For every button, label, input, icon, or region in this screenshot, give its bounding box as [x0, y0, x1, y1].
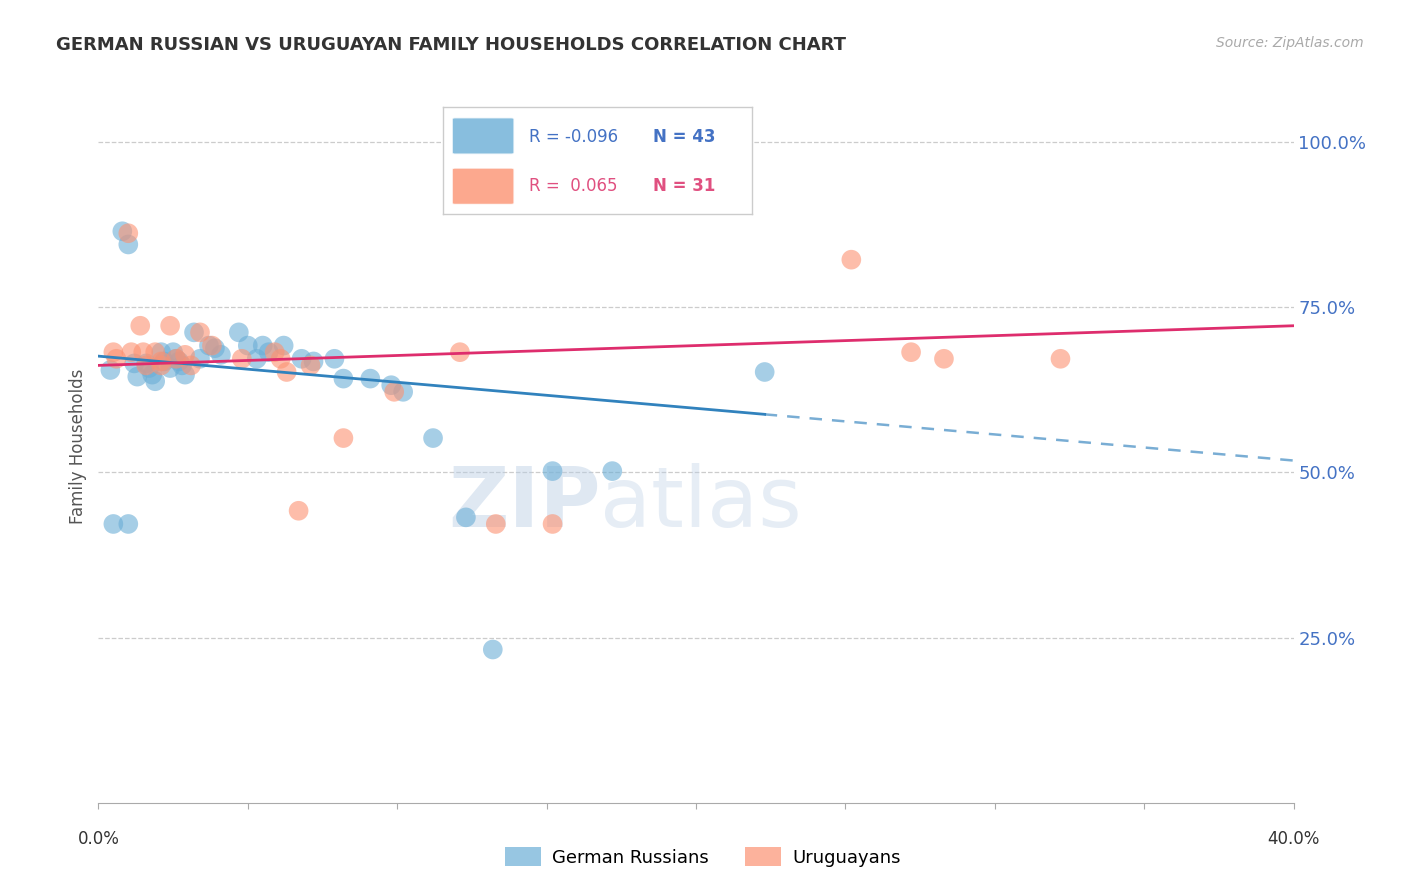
Point [135, 359, 157, 373]
Point [246, 351, 269, 366]
Point [117, 237, 139, 252]
Point [180, 359, 202, 373]
Point [276, 365, 298, 379]
Point [291, 351, 314, 366]
Text: atlas: atlas [600, 463, 801, 543]
Point [117, 516, 139, 531]
Point [188, 351, 211, 366]
Point [231, 351, 253, 366]
Point [481, 642, 505, 657]
Point [124, 356, 146, 370]
Point [198, 338, 221, 352]
Point [299, 359, 322, 373]
Point [323, 351, 346, 366]
Point [159, 361, 181, 376]
Text: 0.0%: 0.0% [77, 830, 120, 847]
Point [273, 338, 295, 352]
Point [143, 345, 166, 359]
Point [422, 431, 444, 445]
Point [257, 345, 280, 359]
Point [153, 354, 176, 368]
Point [252, 338, 274, 352]
Text: R =  0.065: R = 0.065 [530, 178, 619, 195]
Text: N = 43: N = 43 [654, 128, 716, 146]
Point [172, 359, 194, 373]
Point [143, 374, 166, 388]
Point [380, 378, 402, 392]
Point [932, 351, 955, 366]
Text: R = -0.096: R = -0.096 [530, 128, 619, 146]
Point [188, 326, 211, 340]
Point [449, 345, 471, 359]
Point [382, 384, 405, 399]
Point [263, 345, 285, 359]
Point [105, 351, 128, 366]
Point [120, 345, 142, 359]
Y-axis label: Family Households: Family Households [69, 368, 87, 524]
Point [100, 363, 122, 377]
Point [162, 345, 184, 359]
Point [332, 371, 354, 385]
Point [270, 351, 292, 366]
Point [183, 326, 205, 340]
Point [117, 226, 139, 240]
Point [103, 516, 125, 531]
Point [359, 371, 381, 385]
Point [103, 345, 125, 359]
Point [167, 354, 190, 368]
Point [204, 341, 226, 355]
Point [900, 345, 922, 359]
Point [1049, 351, 1071, 366]
Text: 40.0%: 40.0% [1267, 830, 1320, 847]
Point [150, 359, 173, 373]
Point [150, 345, 173, 359]
Point [541, 464, 564, 478]
Point [228, 326, 250, 340]
Point [165, 351, 187, 366]
Point [165, 351, 187, 366]
Point [541, 516, 564, 531]
Point [174, 368, 197, 382]
Point [332, 431, 354, 445]
FancyBboxPatch shape [453, 118, 515, 154]
Point [135, 356, 157, 370]
Text: Source: ZipAtlas.com: Source: ZipAtlas.com [1216, 36, 1364, 50]
Point [236, 338, 259, 352]
Point [150, 354, 173, 368]
Point [132, 345, 155, 359]
Point [159, 318, 181, 333]
FancyBboxPatch shape [453, 168, 515, 204]
Point [841, 252, 863, 267]
Point [138, 361, 160, 376]
Legend: German Russians, Uruguayans: German Russians, Uruguayans [498, 840, 908, 874]
Point [454, 510, 477, 524]
Point [129, 318, 152, 333]
Point [201, 338, 224, 352]
Text: ZIP: ZIP [449, 463, 600, 543]
Point [302, 354, 325, 368]
Point [485, 516, 508, 531]
Point [602, 464, 624, 478]
Point [209, 348, 232, 362]
Text: GERMAN RUSSIAN VS URUGUAYAN FAMILY HOUSEHOLDS CORRELATION CHART: GERMAN RUSSIAN VS URUGUAYAN FAMILY HOUSE… [56, 36, 846, 54]
Point [174, 348, 197, 362]
Point [287, 504, 309, 518]
Text: N = 31: N = 31 [654, 178, 716, 195]
Point [754, 365, 776, 379]
Point [392, 384, 415, 399]
Point [111, 224, 134, 238]
Point [127, 369, 149, 384]
Point [141, 368, 163, 382]
